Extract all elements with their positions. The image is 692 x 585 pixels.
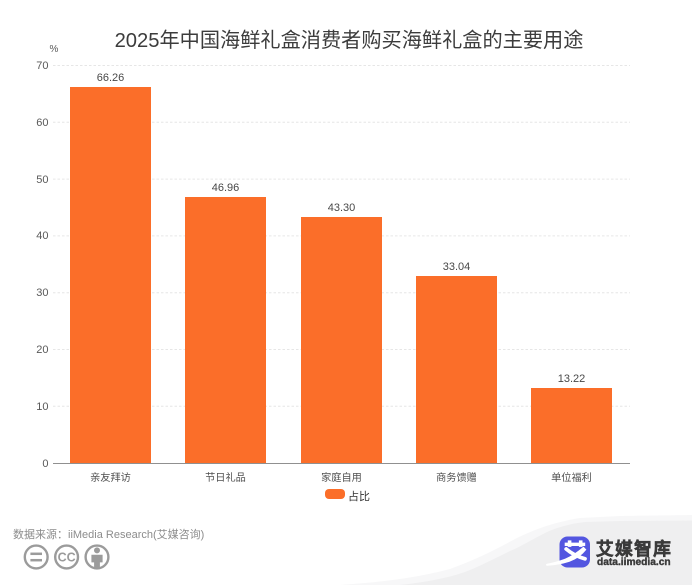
svg-text:CC: CC	[58, 551, 76, 565]
